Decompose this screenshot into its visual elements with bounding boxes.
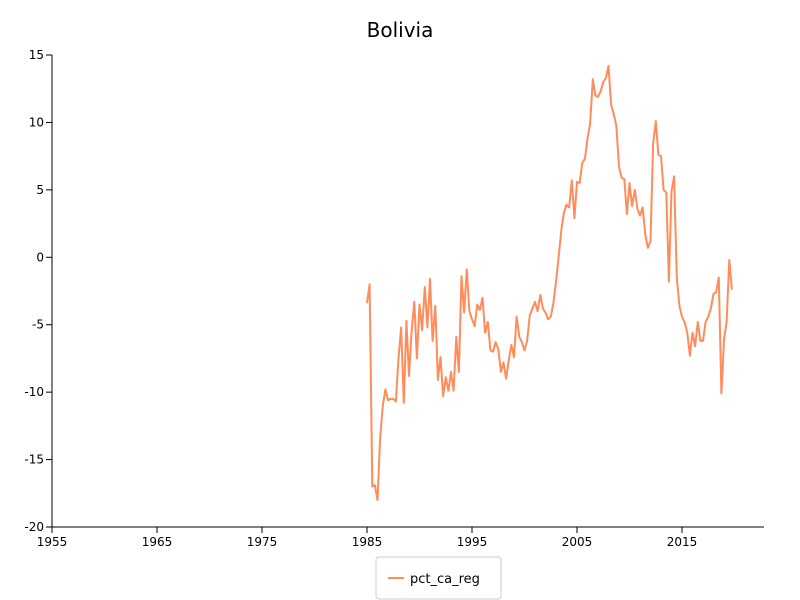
x-tick-label: 1985 bbox=[352, 535, 383, 549]
x-ticks: 1955 1965 1975 1985 1995 2005 2015 bbox=[37, 527, 698, 549]
x-tick-label: 1995 bbox=[457, 535, 488, 549]
x-tick-label: 1965 bbox=[142, 535, 173, 549]
x-tick-label: 1955 bbox=[37, 535, 68, 549]
axes bbox=[51, 55, 764, 528]
x-tick-label: 1975 bbox=[247, 535, 278, 549]
legend-label-pct-ca-reg: pct_ca_reg bbox=[410, 572, 480, 587]
y-ticks: -20 -15 -10 -5 0 5 10 15 bbox=[24, 48, 52, 534]
y-tick-label: -10 bbox=[24, 385, 44, 399]
series-layer bbox=[366, 64, 733, 501]
y-tick-label: -20 bbox=[24, 520, 44, 534]
series-line-pct-ca-reg bbox=[366, 64, 733, 501]
legend: pct_ca_reg bbox=[375, 556, 502, 600]
legend-box bbox=[375, 556, 502, 600]
y-tick-label: -5 bbox=[32, 318, 44, 332]
y-tick-label: 10 bbox=[29, 115, 44, 129]
y-tick-label: 5 bbox=[36, 183, 44, 197]
y-tick-label: -15 bbox=[24, 453, 44, 467]
chart-title: Bolivia bbox=[367, 18, 434, 42]
y-tick-label: 0 bbox=[36, 250, 44, 264]
x-tick-label: 2015 bbox=[667, 535, 698, 549]
x-tick-label: 2005 bbox=[562, 535, 593, 549]
y-tick-label: 15 bbox=[29, 48, 44, 62]
